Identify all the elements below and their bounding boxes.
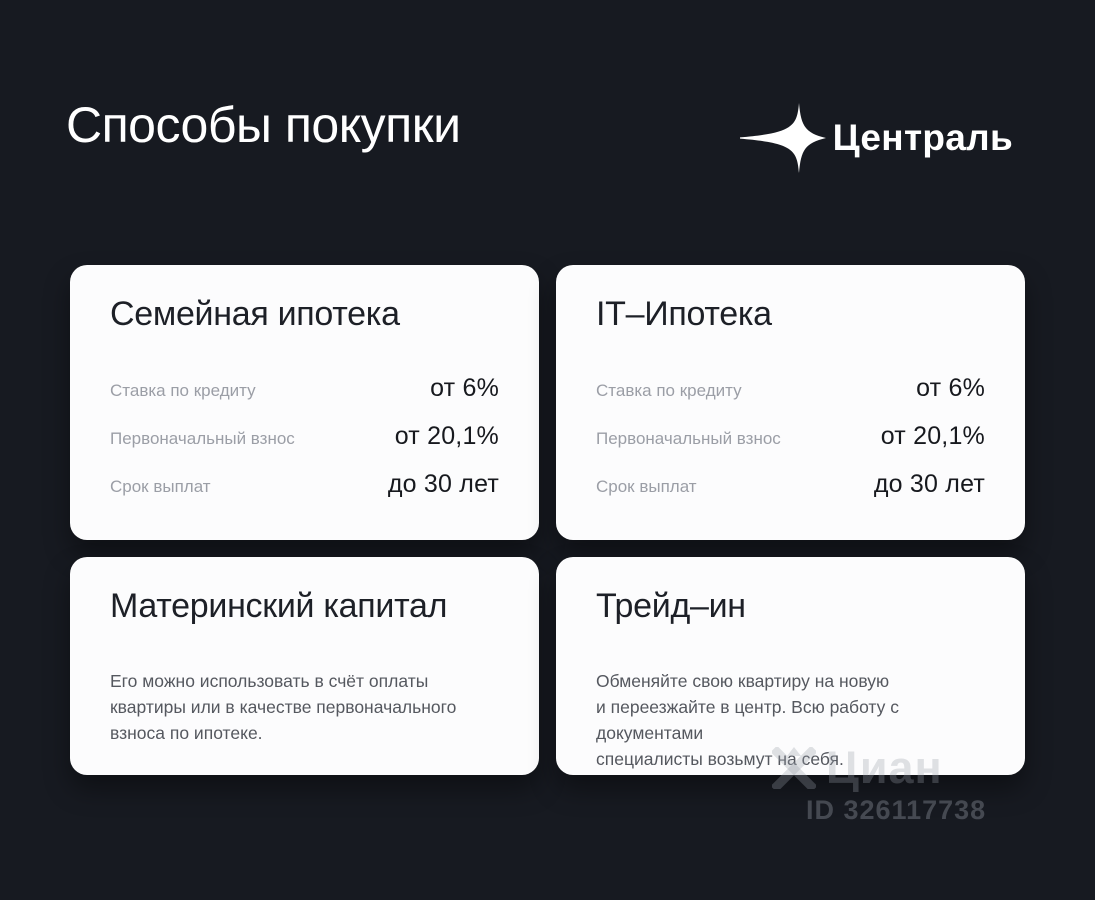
- card-title: Материнский капитал: [110, 587, 448, 625]
- card-family-mortgage: Семейная ипотека Ставка по кредиту от 6%…: [70, 265, 539, 540]
- card-it-mortgage: IT–Ипотека Ставка по кредиту от 6% Перво…: [556, 265, 1025, 540]
- sparkle-star-icon: [739, 102, 827, 174]
- stat-row: Первоначальный взнос от 20,1%: [596, 422, 985, 451]
- stat-value: от 20,1%: [394, 422, 499, 450]
- brand-logo: Централь: [739, 102, 1013, 174]
- stat-rows: Ставка по кредиту от 6% Первоначальный в…: [596, 374, 985, 499]
- stat-label: Ставка по кредиту: [110, 381, 256, 400]
- stat-row: Первоначальный взнос от 20,1%: [110, 422, 499, 451]
- card-maternal-capital: Материнский капитал Его можно использова…: [70, 557, 539, 775]
- stat-value: до 30 лет: [387, 470, 499, 498]
- card-trade-in: Трейд–ин Обменяйте свою квартиру на нову…: [556, 557, 1025, 775]
- cards-grid: Семейная ипотека Ставка по кредиту от 6%…: [70, 265, 1025, 775]
- listing-id-text: ID 326117738: [806, 795, 987, 825]
- stat-value: от 6%: [430, 374, 499, 402]
- stat-rows: Ставка по кредиту от 6% Первоначальный в…: [110, 374, 499, 499]
- stat-row: Срок выплат до 30 лет: [110, 470, 499, 499]
- stat-label: Первоначальный взнос: [110, 429, 295, 448]
- stat-value: от 20,1%: [880, 422, 985, 450]
- stat-label: Ставка по кредиту: [596, 381, 742, 400]
- card-description: Его можно использовать в счёт оплаты ква…: [110, 671, 457, 743]
- card-title: Семейная ипотека: [110, 295, 400, 333]
- stat-value: от 6%: [916, 374, 985, 402]
- stat-label: Срок выплат: [110, 477, 211, 496]
- stat-row: Ставка по кредиту от 6%: [596, 374, 985, 403]
- stat-row: Срок выплат до 30 лет: [596, 470, 985, 499]
- card-title: IT–Ипотека: [596, 295, 772, 333]
- stat-value: до 30 лет: [873, 470, 985, 498]
- card-description: Обменяйте свою квартиру на новую и перее…: [596, 671, 899, 769]
- card-title: Трейд–ин: [596, 587, 746, 625]
- stat-row: Ставка по кредиту от 6%: [110, 374, 499, 403]
- brand-name: Централь: [832, 117, 1013, 158]
- page-title: Способы покупки: [66, 97, 461, 153]
- stat-label: Срок выплат: [596, 477, 697, 496]
- stat-label: Первоначальный взнос: [596, 429, 781, 448]
